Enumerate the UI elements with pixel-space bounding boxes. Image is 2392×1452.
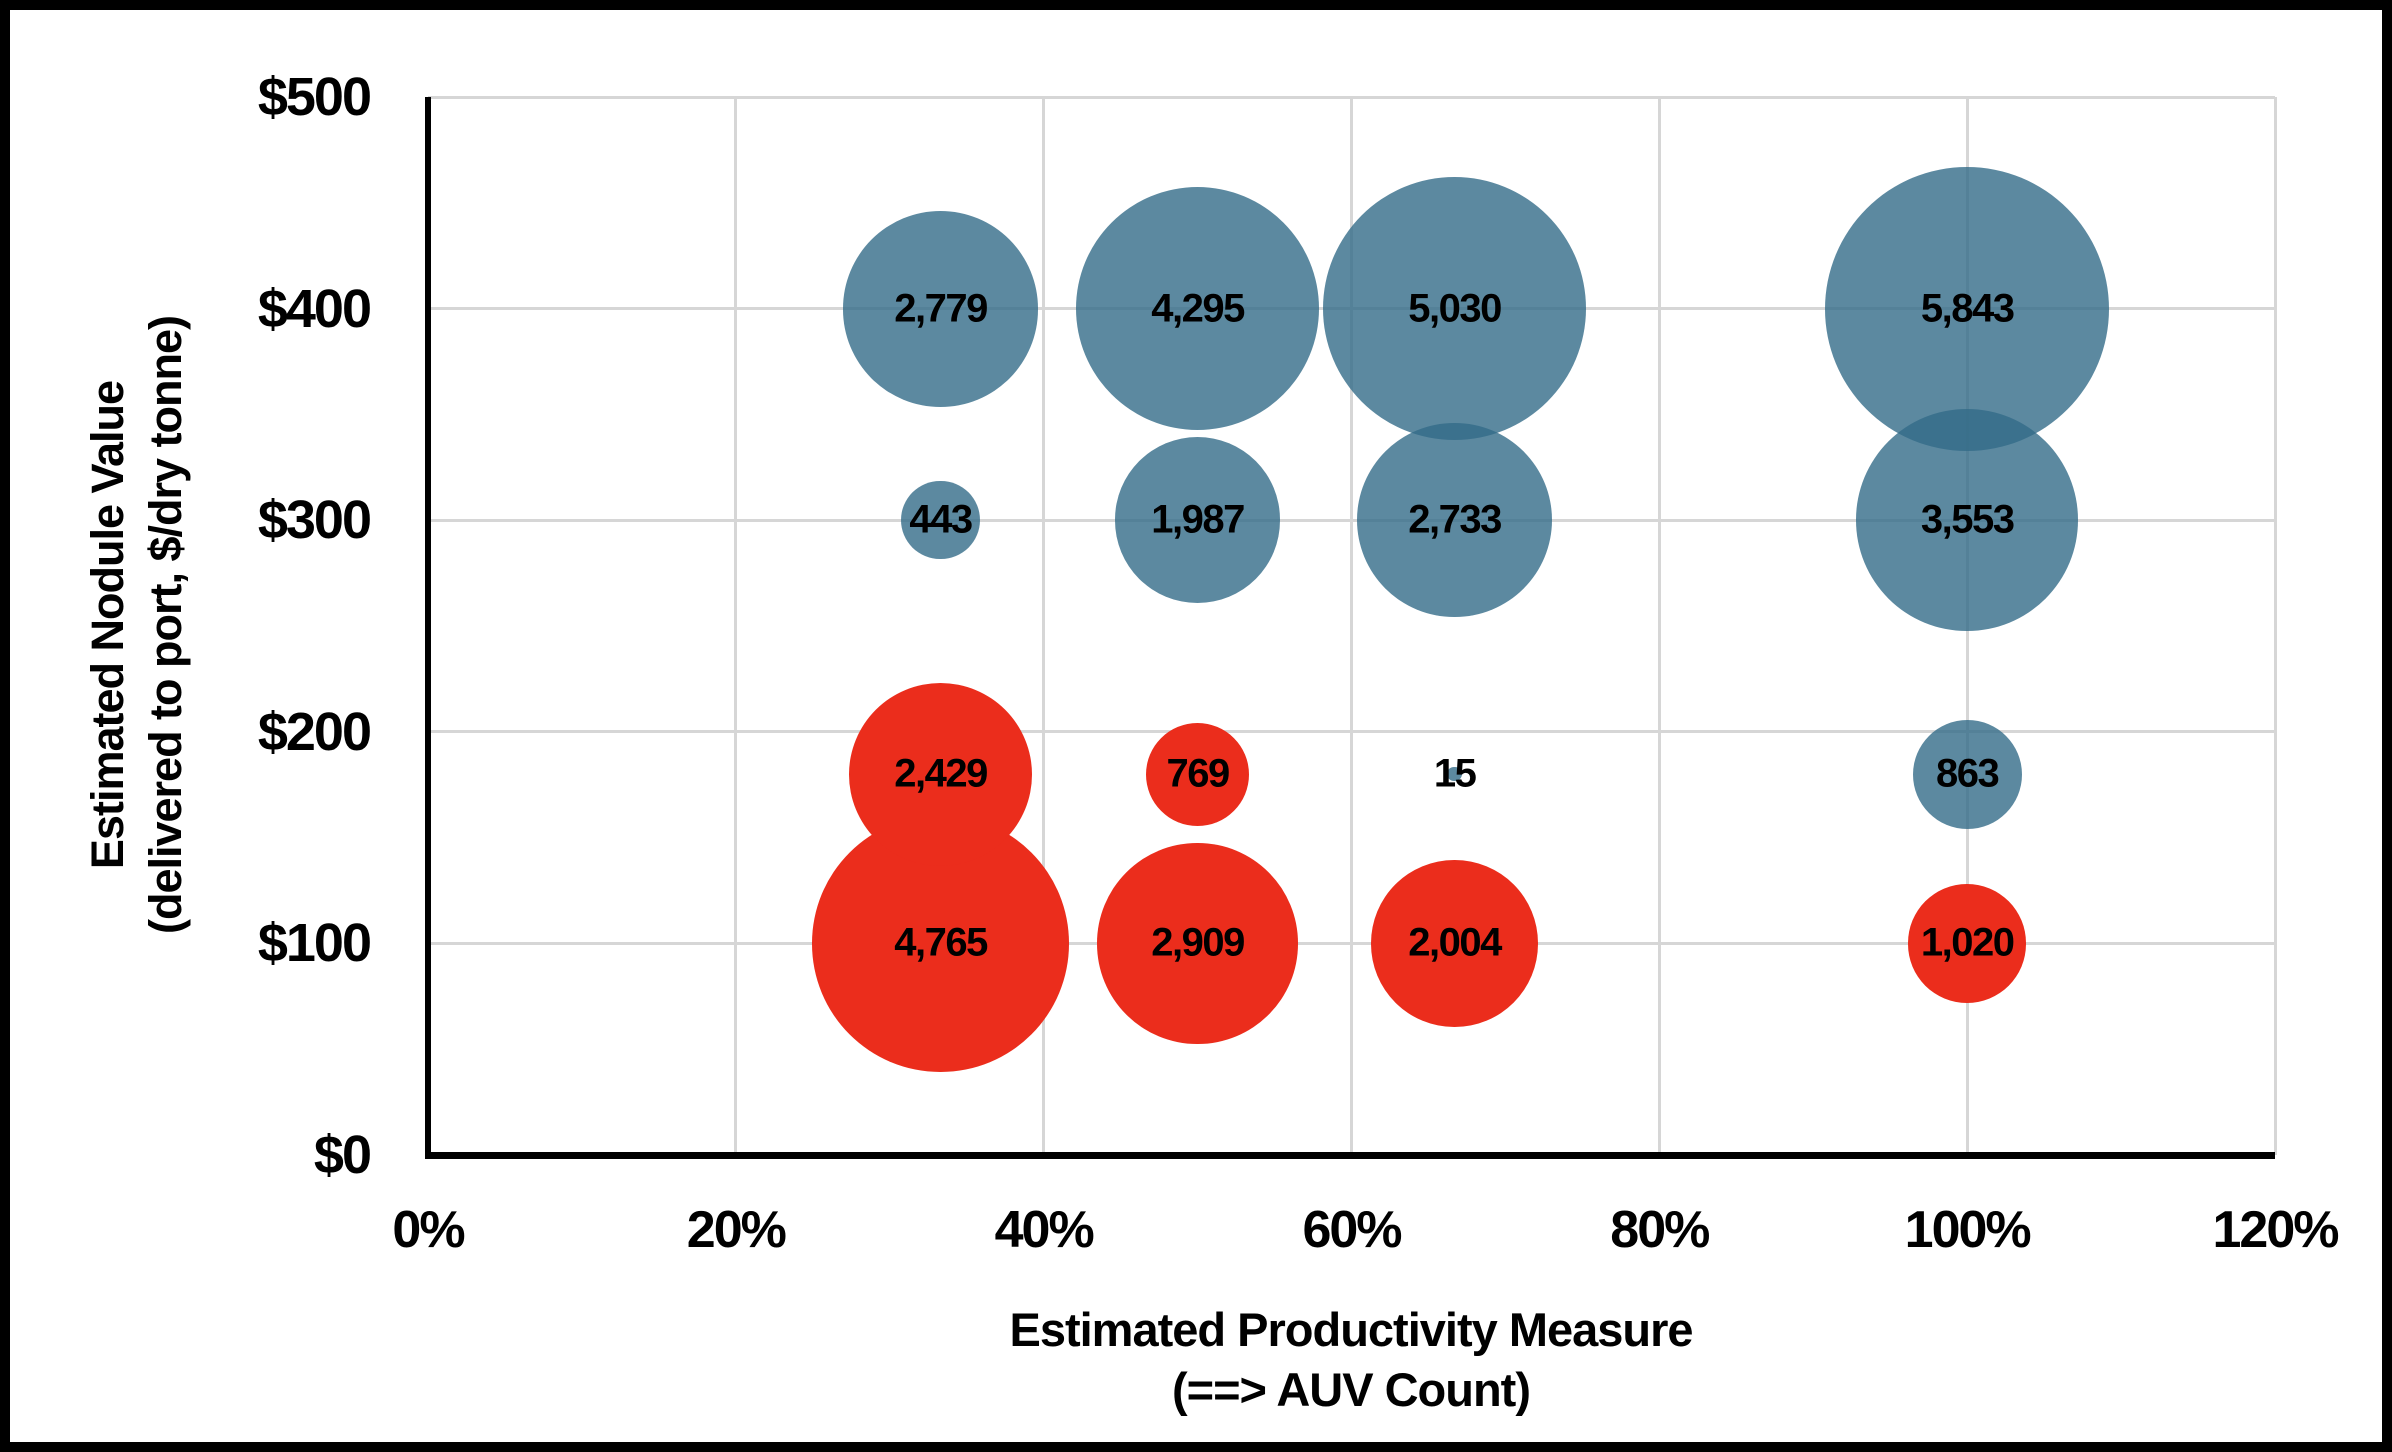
- y-tick-$200: $200: [257, 701, 372, 762]
- y-axis-line: [425, 97, 431, 1159]
- gridline-vertical-120%: [2273, 97, 2277, 1155]
- bubble-2,429: [848, 682, 1033, 866]
- bubble-1,020: [1907, 884, 2027, 1003]
- bubble-1,987: [1114, 437, 1281, 604]
- y-axis-title-line1: Estimated Nodule Value: [82, 380, 133, 870]
- x-tick-60%: 60%: [1302, 1201, 1402, 1259]
- bubble-label-5,030: 5,030: [1408, 286, 1502, 331]
- bubble-label-1,987: 1,987: [1151, 497, 1245, 542]
- gridline-vertical-80%: [1657, 97, 1661, 1155]
- bubble-4,295: [1075, 186, 1320, 431]
- y-tick-$400: $400: [257, 278, 372, 339]
- bubble-5,843: [1825, 166, 2110, 451]
- x-tick-120%: 120%: [2212, 1201, 2340, 1259]
- bubble-label-4,295: 4,295: [1151, 286, 1245, 331]
- bubble-label-3,553: 3,553: [1920, 497, 2015, 542]
- gridline-horizontal-$200: [428, 730, 2275, 734]
- gridline-vertical-40%: [1042, 97, 1046, 1155]
- y-axis-title-line2: (delivered to port, $/dry tonne): [140, 315, 191, 935]
- bubble-2,004: [1371, 860, 1538, 1027]
- x-tick-80%: 80%: [1610, 1201, 1710, 1259]
- bubble-label-769: 769: [1166, 751, 1230, 796]
- bubble-863: [1912, 719, 2022, 829]
- bubble-15: [1447, 766, 1462, 782]
- bubble-label-2,733: 2,733: [1408, 497, 1502, 542]
- bubble-label-863: 863: [1936, 751, 2000, 796]
- gridline-horizontal-$100: [428, 941, 2275, 945]
- bubble-label-2,779: 2,779: [894, 286, 988, 331]
- gridline-horizontal-$300: [428, 518, 2275, 522]
- bubble-769: [1146, 722, 1250, 826]
- x-axis-line: [425, 1152, 2275, 1159]
- bubble-label-4,765: 4,765: [894, 920, 988, 965]
- bubble-3,553: [1856, 409, 2078, 631]
- y-tick-$100: $100: [257, 913, 372, 974]
- bubble-label-2,004: 2,004: [1408, 920, 1502, 965]
- x-tick-40%: 40%: [994, 1201, 1095, 1259]
- gridline-vertical-20%: [734, 97, 738, 1155]
- bubble-label-443: 443: [909, 497, 973, 542]
- bubble-2,779: [842, 210, 1039, 407]
- bubble-label-1,020: 1,020: [1920, 920, 2015, 965]
- bubble-label-5,843: 5,843: [1920, 286, 2015, 331]
- bubble-2,909: [1097, 843, 1298, 1044]
- y-tick-$500: $500: [257, 67, 372, 127]
- gridline-vertical-60%: [1350, 97, 1353, 1155]
- x-axis-title-line2: (==> AUV Count): [1172, 1363, 1531, 1416]
- bubble-2,733: [1357, 423, 1552, 618]
- x-tick-20%: 20%: [686, 1201, 787, 1259]
- bubble-label-2,909: 2,909: [1151, 920, 1245, 965]
- bubble-label-2,429: 2,429: [894, 751, 988, 796]
- x-tick-0%: 0%: [392, 1201, 465, 1259]
- x-tick-100%: 100%: [1904, 1201, 2032, 1259]
- bubble-label-15: 15: [1433, 751, 1477, 796]
- y-tick-$0: $0: [313, 1125, 372, 1185]
- bubble-5,030: [1322, 176, 1587, 441]
- x-axis-title-line1: Estimated Productivity Measure: [1009, 1303, 1693, 1356]
- gridline-horizontal-$500: [428, 95, 2275, 99]
- y-tick-$300: $300: [257, 490, 372, 551]
- bubble-443: [901, 481, 980, 560]
